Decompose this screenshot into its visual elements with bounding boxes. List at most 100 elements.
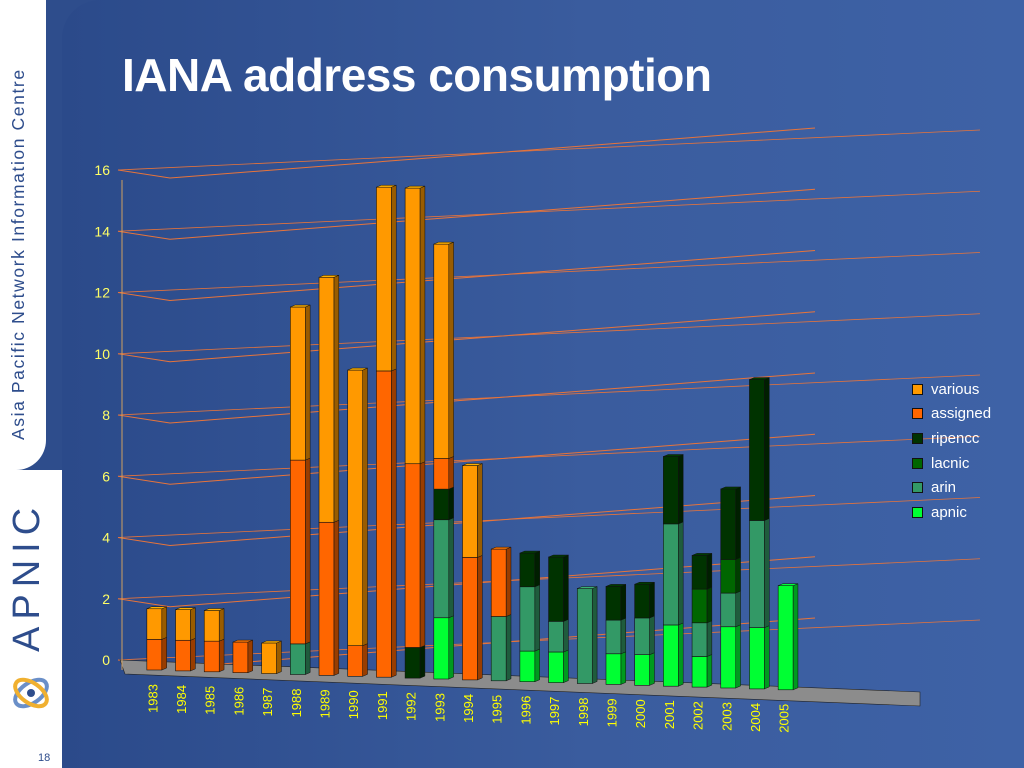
bar-top — [146, 606, 167, 609]
bar-segment-ripencc — [691, 555, 708, 590]
bar-side-ripencc — [563, 554, 569, 622]
bar-segment-apnic — [720, 626, 737, 689]
bar-segment-assigned — [175, 639, 191, 672]
bar-top — [261, 640, 282, 644]
bar-segment-arin — [634, 617, 650, 655]
y-axis-ticks: 0 2 4 6 8 10 12 14 16 — [94, 162, 123, 670]
bar-side-apnic — [448, 615, 454, 680]
bar-stack-2002 — [691, 553, 713, 688]
bar-stack-1983 — [146, 606, 167, 671]
bar-segment-apnic — [605, 653, 622, 685]
gridline — [117, 188, 816, 240]
x-tick-label: 1995 — [490, 695, 505, 724]
slide-title: IANA address consumption — [122, 49, 712, 101]
y-tick-label: 16 — [94, 162, 110, 178]
bar-stack-1990 — [347, 367, 368, 677]
x-tick-label: 1984 — [174, 685, 189, 714]
gridline-back — [117, 252, 981, 293]
legend-swatch — [912, 457, 923, 469]
legend-swatch — [912, 482, 923, 494]
legend-label: arin — [931, 479, 957, 497]
bar-side-apnic — [563, 649, 569, 683]
bar-segment-various — [376, 186, 392, 372]
bar-side-arin — [764, 518, 770, 629]
bar-side-various — [419, 185, 426, 465]
bar-side-various — [305, 304, 311, 461]
bar-segment-various — [318, 276, 335, 523]
x-axis-ticks: 1983 1984 1985 1986 1987 1988 1989 1990 1991 1992… — [145, 684, 791, 733]
bar-segment-various — [433, 243, 450, 459]
bar-side-assigned — [362, 643, 368, 677]
y-tick-label: 6 — [102, 468, 110, 484]
bar-side-various — [477, 463, 483, 558]
bar-side-apnic — [706, 654, 713, 688]
bar-top — [347, 367, 368, 371]
bar-top — [548, 554, 569, 558]
bar-segment-ripencc — [433, 488, 450, 521]
bar-segment-various — [261, 642, 277, 674]
bar-segment-arin — [605, 619, 622, 655]
legend-swatch — [912, 432, 923, 444]
x-tick-label: 1999 — [604, 698, 619, 727]
x-tick-label: 1986 — [231, 687, 246, 716]
bar-segment-various — [290, 306, 306, 461]
bar-side-lacnic — [735, 556, 741, 594]
bar-side-ripencc — [620, 584, 627, 621]
bar-segment-assigned — [318, 521, 335, 676]
legend-label: various — [931, 380, 980, 398]
bar-stack-1987 — [261, 640, 282, 674]
legend-item-arin: arin — [912, 475, 991, 500]
bar-side-assigned — [247, 639, 253, 674]
bar-segment-arin — [749, 520, 765, 628]
bar-top — [577, 586, 598, 589]
bar-side-assigned — [190, 637, 196, 672]
bar-side-various — [333, 274, 340, 523]
bar-top — [778, 583, 799, 586]
bar-stack-1997 — [548, 554, 569, 683]
bar-segment-apnic — [634, 654, 650, 686]
gridline-back — [117, 435, 981, 477]
bar-top — [290, 304, 311, 308]
bar-side-ripencc — [678, 454, 684, 525]
gridline-back — [117, 129, 981, 171]
x-tick-label: 1997 — [547, 697, 562, 726]
bar-segment-arin — [548, 621, 564, 653]
x-tick-label: 2001 — [662, 700, 677, 729]
bar-side-apnic — [792, 583, 799, 691]
bar-side-assigned — [333, 519, 340, 676]
y-tick-label: 10 — [94, 346, 110, 362]
gridline-back — [117, 313, 981, 355]
bar-side-assigned — [477, 555, 483, 681]
bar-stack-2004 — [749, 377, 770, 690]
x-tick-label: 1985 — [203, 686, 218, 715]
gridline-back — [117, 190, 981, 232]
x-tick-label: 1993 — [432, 693, 447, 722]
bar-segment-lacnic — [720, 559, 737, 594]
bar-stack-1998 — [576, 586, 598, 684]
bar-segment-apnic — [663, 624, 679, 687]
bar-segment-arin — [720, 592, 737, 628]
x-tick-label: 1983 — [145, 684, 160, 713]
bar-side-arin — [735, 590, 741, 628]
legend-item-lacnic: lacnic — [912, 451, 991, 476]
bar-top — [519, 550, 540, 554]
bar-segment-assigned — [376, 370, 392, 678]
bar-top — [376, 184, 397, 188]
bar-segment-assigned — [203, 640, 220, 673]
bar-segment-ripencc — [663, 456, 679, 525]
bar-top — [232, 639, 253, 643]
y-tick-label: 2 — [102, 591, 110, 607]
bar-stack-2005 — [777, 583, 799, 691]
bar-stack-1996 — [519, 550, 540, 683]
y-tick-label: 8 — [102, 407, 110, 423]
bar-top — [634, 581, 655, 585]
bar-top — [433, 241, 454, 245]
bar-side-arin — [592, 586, 598, 684]
bar-segment-ripencc — [548, 556, 564, 622]
legend-label: ripencc — [931, 429, 980, 447]
gridline-back — [117, 497, 981, 538]
bar-segment-assigned — [146, 639, 163, 671]
x-tick-label: 1994 — [461, 694, 476, 723]
gridline — [117, 250, 816, 302]
bar-side-various — [190, 607, 196, 641]
